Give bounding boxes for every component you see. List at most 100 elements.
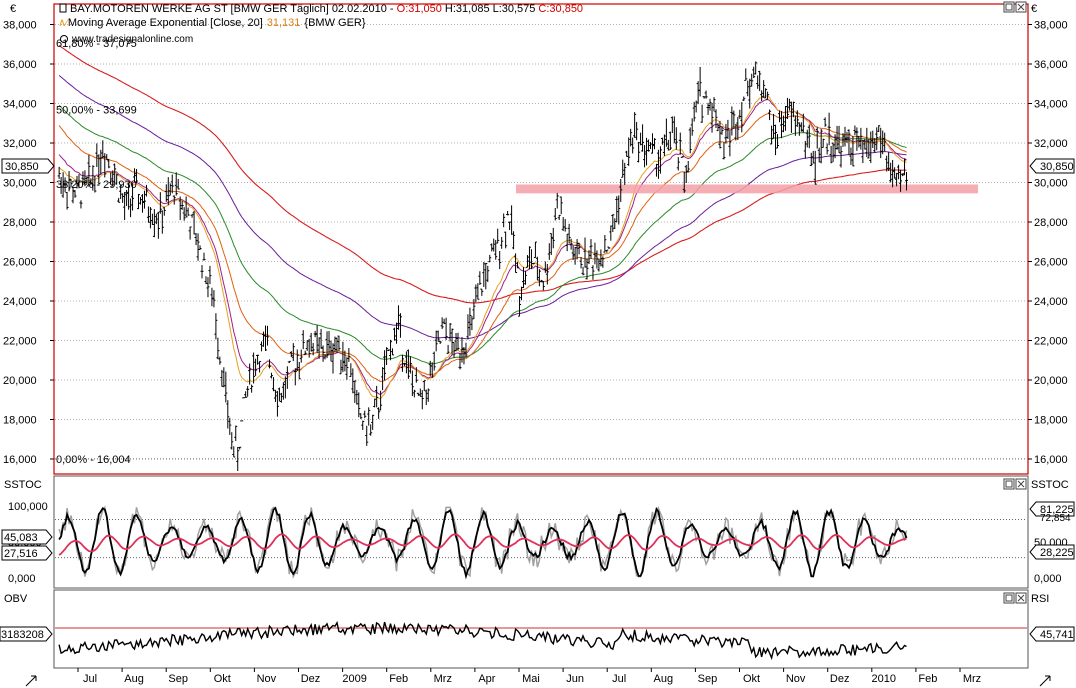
sstoc-y-tick-left: 100,000 <box>8 501 48 513</box>
copyright-icon <box>60 35 68 43</box>
x-tick-label: Sep <box>168 673 188 685</box>
y-tick-left: 34,000 <box>3 99 37 111</box>
x-tick-label: Feb <box>389 673 408 685</box>
indicator-icon: ∧∕ <box>58 17 70 29</box>
last-price-tag-right: 30,850 <box>1029 158 1075 174</box>
title-text: BAY.MOTOREN WERKE AG ST [BMW GER Täglich… <box>70 3 397 15</box>
y-tick-left: 36,000 <box>3 59 37 71</box>
indicator-suffix: {BMW GER} <box>304 17 365 29</box>
currency-left: € <box>10 3 16 15</box>
svg-text:30,850: 30,850 <box>1040 161 1074 173</box>
ema-130-line <box>58 75 907 340</box>
y-tick-left: 30,000 <box>3 178 37 190</box>
support-zone <box>516 184 978 194</box>
ohlc-close: C:30,850 <box>538 3 583 15</box>
x-tick-label: Apr <box>478 673 495 685</box>
sstoc-right-value-2: 72,854 <box>1040 513 1071 524</box>
obv-label: OBV <box>4 593 28 605</box>
y-tick-right: 28,000 <box>1034 217 1068 229</box>
x-tick-label: 2010 <box>872 673 896 685</box>
y-tick-right: 34,000 <box>1034 99 1068 111</box>
y-tick-left: 32,000 <box>3 138 37 150</box>
y-tick-left: 22,000 <box>3 336 37 348</box>
svg-text:28,225: 28,225 <box>1040 547 1074 559</box>
x-tick-label: Okt <box>214 673 231 685</box>
ema-45-line <box>58 113 907 383</box>
x-tick-label: Sep <box>698 673 718 685</box>
obv-restore-button[interactable] <box>1003 592 1015 604</box>
y-tick-right: 16,000 <box>1034 454 1068 466</box>
scroll-left-arrow-icon[interactable] <box>25 675 37 687</box>
sstoc-left-tag-2: 27,516 <box>1 545 53 561</box>
indicator-label: Moving Average Exponential [Close, 20] <box>68 17 263 29</box>
y-tick-right: 38,000 <box>1034 20 1068 32</box>
y-tick-right: 36,000 <box>1034 59 1068 71</box>
sstoc-y-tick: 0,000 <box>1034 573 1062 585</box>
rsi-right-tag: 45,741 <box>1029 626 1075 642</box>
sstoc-panel-frame <box>53 475 1029 589</box>
scroll-right-arrow-icon[interactable] <box>1039 675 1051 687</box>
indicator-line: ∧∕Moving Average Exponential [Close, 20]… <box>58 17 366 29</box>
x-tick-label: Mai <box>522 673 540 685</box>
fib-labels: 61,80% - 37,075 50,00% - 33,699 38,20% - 2… <box>55 38 1027 466</box>
svg-text:45,083: 45,083 <box>4 532 38 544</box>
fib-label-0: 61,80% - 37,075 <box>56 38 137 50</box>
sstoc-lines <box>55 505 1027 580</box>
ema-20-line <box>58 95 907 400</box>
obv-lines <box>55 620 1027 661</box>
x-tick-label: Jun <box>566 673 584 685</box>
x-tick-label: Nov <box>786 673 806 685</box>
obv-close-button[interactable] <box>1015 592 1027 604</box>
x-tick-label: 2009 <box>342 673 366 685</box>
sstoc-right-tag-1: 81,225 <box>1029 501 1075 517</box>
y-tick-right: 30,000 <box>1034 178 1068 190</box>
y-tick-right: 22,000 <box>1034 336 1068 348</box>
y-tick-left: 20,000 <box>3 375 37 387</box>
indicator-value: 31,131 <box>267 17 301 29</box>
svg-text:30,850: 30,850 <box>5 161 39 173</box>
sstoc-left-tag-1: 45,083 <box>1 529 53 545</box>
x-tick-label: Aug <box>654 673 674 685</box>
x-tick-label: Mrz <box>434 673 452 685</box>
x-tick-label: Feb <box>918 673 937 685</box>
currency-right: € <box>1031 3 1037 15</box>
fib-label-2: 38,20% - 29,930 <box>56 179 137 191</box>
ema-25-line <box>58 98 907 396</box>
y-tick-left: 18,000 <box>3 415 37 427</box>
ohlc-open: O:31,050 <box>397 3 442 15</box>
svg-text:3183208: 3183208 <box>1 629 44 641</box>
y-tick-right: 26,000 <box>1034 257 1068 269</box>
main-restore-button[interactable] <box>1003 1 1015 13</box>
y-tick-left: 24,000 <box>3 296 37 308</box>
sstoc-signal-line <box>58 533 907 556</box>
y-tick-right: 32,000 <box>1034 138 1068 150</box>
sstoc-right-tag-3: 28,225 <box>1029 544 1075 560</box>
svg-text:45,741: 45,741 <box>1040 629 1074 641</box>
sstoc-close-button[interactable] <box>1015 478 1027 490</box>
obv-line <box>58 620 907 661</box>
svg-text:81,225: 81,225 <box>1040 504 1074 516</box>
x-tick-label: Jul <box>612 673 626 685</box>
x-tick-label: Dez <box>301 673 321 685</box>
sstoc-restore-button[interactable] <box>1003 478 1015 490</box>
x-tick-label: Okt <box>743 673 760 685</box>
obv-left-tag: 3183208 <box>0 626 53 642</box>
x-tick-label: Aug <box>124 673 144 685</box>
axes: 38,000 38,000 36,000 36,000 34,000 34,000 32,0… <box>3 20 1074 686</box>
ohlc-low: L:30,575 <box>493 3 536 15</box>
y-tick-right: 18,000 <box>1034 415 1068 427</box>
x-tick-label: Jul <box>83 673 97 685</box>
price-bars <box>57 61 909 472</box>
fib-label-1: 50,00% - 33,699 <box>56 104 137 116</box>
fib-label-3: 0,00% - 16,004 <box>56 454 131 466</box>
svg-text:27,516: 27,516 <box>4 548 38 560</box>
ema-80-line <box>58 104 907 365</box>
y-tick-right: 24,000 <box>1034 296 1068 308</box>
rsi-label: RSI <box>1031 593 1049 605</box>
y-tick-right: 20,000 <box>1034 375 1068 387</box>
sstoc-right-label: SSTOC <box>1031 479 1069 491</box>
main-close-button[interactable] <box>1015 1 1027 13</box>
ema-200-line <box>58 45 907 304</box>
ohlc-high: H:31,085 <box>445 3 490 15</box>
sstoc-k-line <box>58 506 908 580</box>
